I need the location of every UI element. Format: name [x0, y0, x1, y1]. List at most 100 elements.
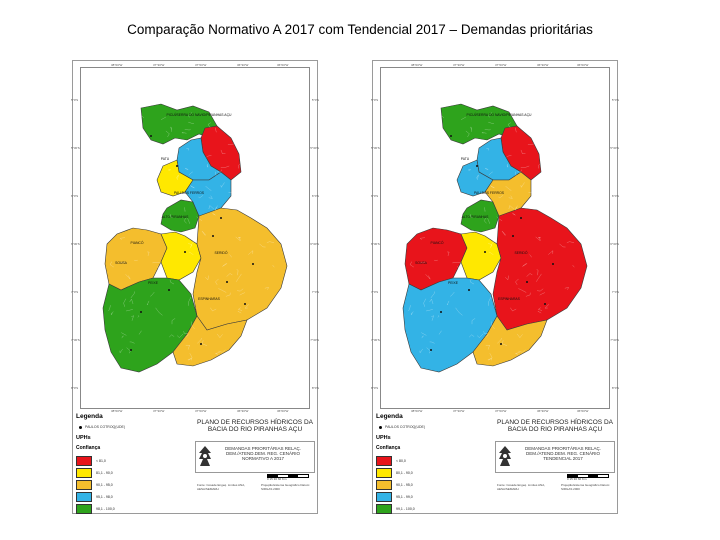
coord-label: 6°30'S — [610, 242, 619, 246]
coord-label: 5°0'S — [371, 98, 379, 102]
control-point — [226, 281, 228, 283]
source-text: Fonte: Cosade Engeq. Limites ANA, AESA/S… — [497, 483, 546, 491]
legend-items: < 81,0 81,1 - 90,0 90,1 - 95,0 95,1 - 98,0 9… — [76, 455, 115, 515]
legend-point: PAULOS COTROQ(UDE) — [379, 425, 425, 429]
control-point — [212, 235, 214, 237]
place-label: ESPINHARAS — [198, 297, 221, 301]
source-text: Fonte: Cosade Engeq. Limites ANA, AESA/S… — [197, 483, 246, 491]
legend-item-label: 98,1 - 100,0 — [96, 506, 115, 511]
coord-label: 6°0'S — [71, 194, 79, 198]
legend-swatch — [76, 479, 92, 490]
coord-label: 7°30'S — [610, 338, 619, 342]
control-point — [476, 165, 478, 167]
legend-swatch — [376, 491, 392, 502]
basin-map: PICUÍ/SERRA DO NAVIO/PIRANHAS AÇU PATU PAU… — [102, 103, 288, 373]
zone-east-orange — [492, 207, 588, 331]
coord-label: 36°30'W — [237, 409, 249, 413]
legend-uphs: UPHs — [76, 435, 91, 441]
map-panel-normativo: 38°00'W 37°30'W 37°00'W 36°30'W 36°00'W … — [71, 60, 319, 515]
place-label: ALTO PIRANHAS — [462, 215, 490, 219]
legend-item: 81,1 - 90,0 — [76, 467, 115, 478]
legend-item-label: < 81,0 — [96, 458, 106, 463]
place-label: PEIXE — [148, 281, 159, 285]
place-label: PATU — [461, 157, 470, 161]
drainage-network — [406, 108, 581, 364]
control-point — [140, 311, 142, 313]
legend-title: Legenda — [376, 413, 403, 420]
coord-label: 8°0'S — [311, 386, 319, 390]
place-label: SOUSA — [115, 261, 128, 265]
legend-point: PAULOS COTROQ(UDE) — [79, 425, 125, 429]
scale-bar — [567, 474, 609, 478]
coord-label: 7°30'S — [71, 338, 80, 342]
control-point — [526, 281, 528, 283]
zone-south-orange — [172, 315, 248, 367]
coord-label: 5°0'S — [311, 98, 319, 102]
logo-icon — [199, 446, 211, 466]
place-label: PAU DOS FERROS — [174, 191, 205, 195]
point-icon — [79, 425, 82, 429]
coord-label: 8°0'S — [371, 386, 379, 390]
place-label: ALTO PIRANHAS — [162, 215, 190, 219]
logo-icon — [499, 446, 511, 466]
coord-label: 7°0'S — [611, 290, 619, 294]
coord-label: 37°00'W — [195, 409, 207, 413]
coord-label: 6°0'S — [611, 194, 619, 198]
legend-swatch — [376, 479, 392, 490]
legend-item-label: < 80,0 — [396, 458, 406, 463]
legend-items: < 80,0 80,1 - 90,0 90,1 - 95,0 95,1 - 99,0 9… — [376, 455, 415, 515]
control-point — [552, 263, 554, 265]
projection-text: Projeção/sistema Geográfico Datum: SIRGA… — [561, 483, 611, 491]
coord-label: 36°30'W — [237, 63, 249, 67]
plan-box: DEMANDAS PRIORITÁRIAS RELAÇ. DEM./ATEND.… — [195, 441, 315, 473]
map-panel-tendencial: 38°00'W 37°30'W 37°00'W 36°30'W 36°00'W … — [371, 60, 619, 515]
plan-title: PLANO DE RECURSOS HÍDRICOS DA BACIA DO R… — [197, 419, 313, 433]
coord-label: 38°00'W — [111, 63, 123, 67]
control-point — [200, 343, 202, 345]
scale-bar — [267, 474, 309, 478]
control-point — [512, 235, 514, 237]
legend-item-label: 90,1 - 95,0 — [96, 482, 113, 487]
coord-label: 6°30'S — [310, 242, 319, 246]
legend-swatch — [76, 467, 92, 478]
legend-confidence: Confiança — [76, 445, 101, 451]
coord-label: 5°0'S — [71, 98, 79, 102]
legend-area: Legenda PAULOS COTROQ(UDE) UPHs Confianç… — [373, 411, 617, 515]
coord-label: 5°30'S — [310, 146, 319, 150]
legend-point-label: PAULOS COTROQ(UDE) — [385, 425, 425, 429]
control-point — [450, 135, 452, 137]
zone-east-orange — [192, 207, 288, 331]
coord-label: 37°30'W — [153, 63, 165, 67]
legend-item: 98,1 - 100,0 — [76, 503, 115, 514]
legend-item: < 80,0 — [376, 455, 415, 466]
legend-item: 90,1 - 95,0 — [376, 479, 415, 490]
legend-title: Legenda — [76, 413, 103, 420]
legend-swatch — [376, 503, 392, 514]
scale-label: 0 15 30 60 Km — [567, 477, 587, 481]
slide-title: Comparação Normativo A 2017 com Tendenci… — [127, 22, 593, 37]
legend-swatch — [376, 467, 392, 478]
coord-label: 38°00'W — [411, 409, 423, 413]
coord-label: 8°0'S — [71, 386, 79, 390]
coord-label: 38°00'W — [111, 409, 123, 413]
coord-label: 5°30'S — [371, 146, 380, 150]
coord-label: 7°30'S — [310, 338, 319, 342]
legend-item: 80,1 - 90,0 — [376, 467, 415, 478]
place-label: PICUÍ/SERRA DO NAVIO/PIRANHAS AÇU — [167, 113, 232, 117]
zone-south-orange — [472, 315, 548, 367]
coord-label: 36°00'W — [577, 409, 589, 413]
legend-point-label: PAULOS COTROQ(UDE) — [85, 425, 125, 429]
plan-box: DEMANDAS PRIORITÁRIAS RELAÇ. DEM./ATEND.… — [495, 441, 615, 473]
point-icon — [379, 425, 382, 429]
legend-swatch — [76, 503, 92, 514]
control-point — [176, 165, 178, 167]
coord-label: 37°30'W — [453, 63, 465, 67]
legend-swatch — [76, 455, 92, 466]
projection-text: Projeção/sistema Geográfico Datum: SIRGA… — [261, 483, 311, 491]
coord-label: 37°00'W — [495, 63, 507, 67]
coord-label: 5°30'S — [610, 146, 619, 150]
legend-item: 95,1 - 98,0 — [76, 491, 115, 502]
coord-label: 5°30'S — [71, 146, 80, 150]
control-point — [244, 303, 246, 305]
zone-middle-green — [160, 199, 200, 233]
